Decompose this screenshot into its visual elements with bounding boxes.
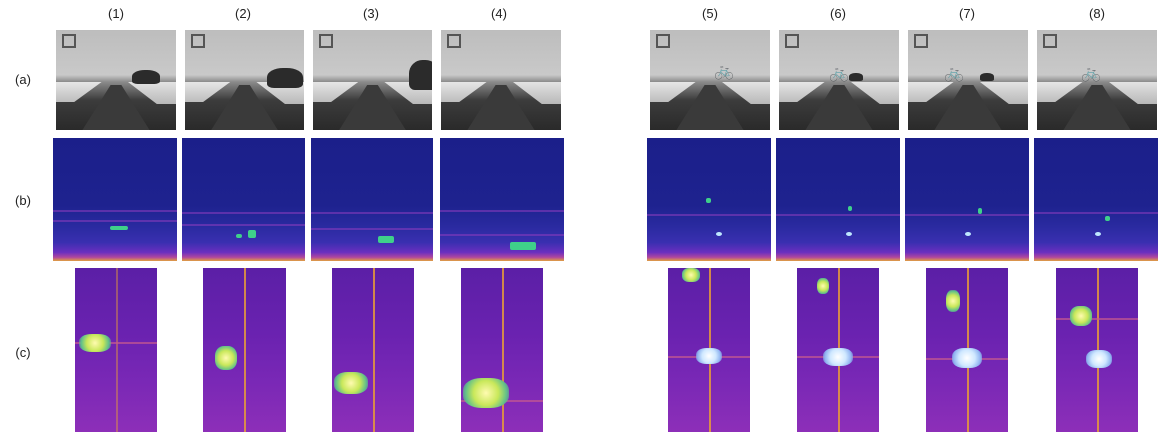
row-label-a: (a) xyxy=(15,72,31,87)
column-label-4: (4) xyxy=(491,6,507,21)
camera-frame-6: 🚲 xyxy=(779,30,899,130)
camera-frame-4 xyxy=(441,30,561,130)
range-map-2 xyxy=(182,138,305,261)
camera-frame-7: 🚲 xyxy=(908,30,1028,130)
row-label-b: (b) xyxy=(15,193,31,208)
camera-frame-1 xyxy=(56,30,176,130)
doppler-map-3 xyxy=(332,268,414,432)
doppler-map-5 xyxy=(668,268,750,432)
column-label-8: (8) xyxy=(1089,6,1105,21)
doppler-map-4 xyxy=(461,268,543,432)
camera-frame-3 xyxy=(313,30,432,130)
camera-frame-2 xyxy=(185,30,304,130)
doppler-map-1 xyxy=(75,268,157,432)
column-label-5: (5) xyxy=(702,6,718,21)
range-map-3 xyxy=(311,138,433,261)
column-label-3: (3) xyxy=(363,6,379,21)
doppler-map-7 xyxy=(926,268,1008,432)
range-map-6 xyxy=(776,138,900,261)
range-map-5 xyxy=(647,138,771,261)
doppler-map-6 xyxy=(797,268,879,432)
range-map-4 xyxy=(440,138,564,261)
doppler-map-2 xyxy=(203,268,286,432)
column-label-1: (1) xyxy=(108,6,124,21)
row-label-c: (c) xyxy=(15,345,31,360)
column-label-2: (2) xyxy=(235,6,251,21)
range-map-1 xyxy=(53,138,177,261)
camera-frame-5: 🚲 xyxy=(650,30,770,130)
column-label-7: (7) xyxy=(959,6,975,21)
camera-frame-8: 🚲 xyxy=(1037,30,1157,130)
doppler-map-8 xyxy=(1056,268,1138,432)
range-map-8 xyxy=(1034,138,1158,261)
range-map-7 xyxy=(905,138,1029,261)
column-label-6: (6) xyxy=(830,6,846,21)
